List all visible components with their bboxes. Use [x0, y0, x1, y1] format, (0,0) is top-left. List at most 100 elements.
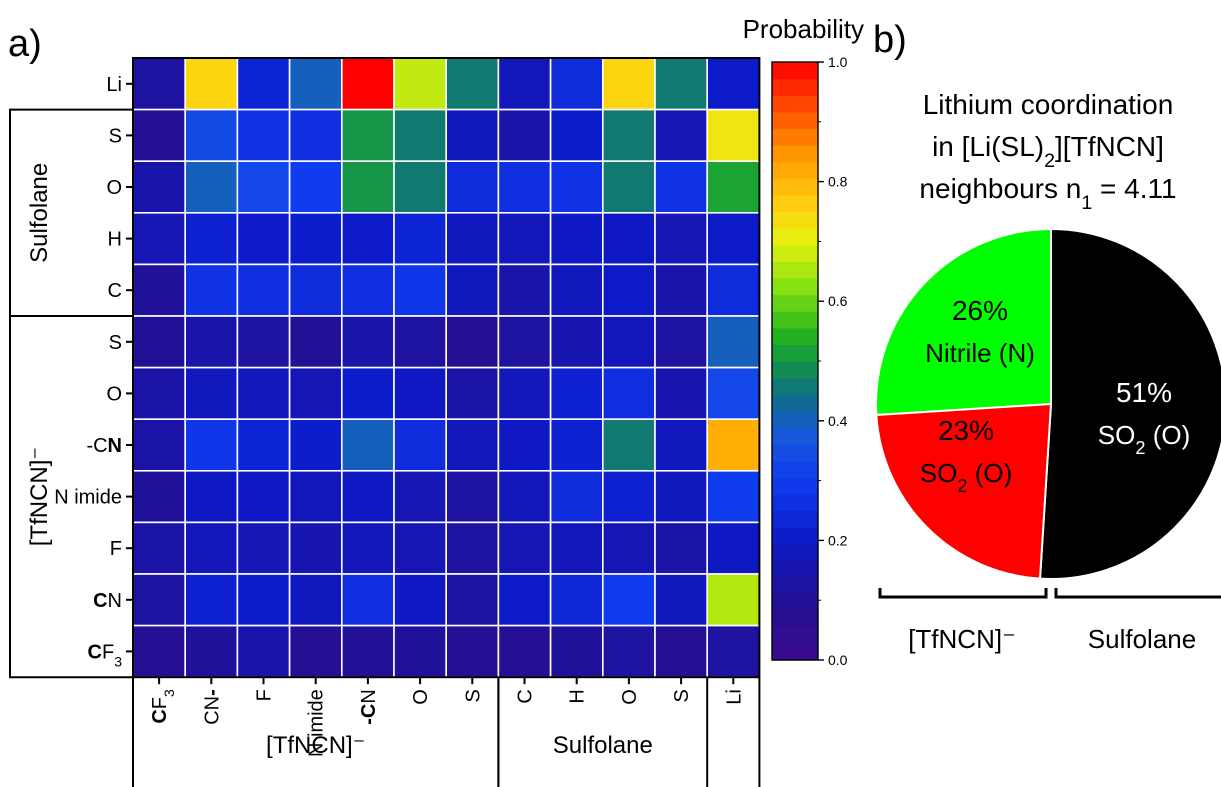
- heatmap-cell: [549, 521, 604, 575]
- heatmap-cell: [184, 624, 239, 678]
- heatmap-cell: [340, 263, 395, 317]
- heatmap-cell: [393, 108, 448, 162]
- heatmap-cell: [184, 521, 239, 575]
- colorbar-segment: [772, 111, 818, 130]
- pie-slice-label: SO2 (O): [920, 458, 1012, 496]
- heatmap-cell: [393, 573, 448, 627]
- heatmap-cell: [549, 315, 604, 369]
- heatmap-cell: [549, 263, 604, 317]
- colorbar-segment: [772, 62, 818, 80]
- colorbar-tick-label: 1.0: [828, 54, 848, 70]
- colorbar-tick-label: 0.6: [828, 293, 848, 309]
- heatmap-cell: [393, 521, 448, 575]
- heatmap-cell: [236, 57, 291, 111]
- colorbar-segment: [772, 394, 818, 412]
- heatmap-cell: [288, 469, 343, 524]
- column-group-label: Sulfolane: [553, 732, 653, 759]
- heatmap-cell: [184, 160, 239, 214]
- heatmap-cell: [236, 212, 291, 266]
- heatmap-cell: [393, 418, 448, 472]
- heatmap-cell: [393, 469, 448, 524]
- column-tick-label: C: [515, 689, 537, 703]
- colorbar-segment: [772, 510, 818, 528]
- heatmap-cell: [236, 469, 291, 524]
- heatmap-frame: [132, 57, 761, 679]
- column-group-label: [TfNCN]⁻: [266, 732, 365, 759]
- heatmap-cell: [601, 57, 656, 111]
- heatmap-cell: [288, 573, 343, 627]
- heatmap-cell: [184, 573, 239, 627]
- heatmap-cell: [654, 366, 709, 421]
- heatmap-cell: [601, 108, 656, 162]
- colorbar-segment: [772, 161, 818, 179]
- pie-title-line: in [Li(SL)2][TfNCN]: [932, 131, 1164, 172]
- heatmap-cell: [549, 212, 604, 266]
- heatmap-cell: [706, 521, 761, 575]
- colorbar-segment: [772, 261, 818, 279]
- heatmap-cell: [340, 108, 395, 162]
- heatmap-cell: [549, 469, 604, 524]
- colorbar: 0.0 0.2 0.4 0.6 0.8 1.0 Probability: [743, 14, 864, 668]
- heatmap-cell: [601, 315, 656, 369]
- heatmap-cell: [654, 573, 709, 627]
- colorbar-tick-label: 0.4: [828, 413, 848, 429]
- heatmap-cell: [132, 624, 187, 678]
- colorbar-segment: [772, 477, 818, 495]
- heatmap-cell: [445, 212, 500, 266]
- heatmap-cell: [393, 212, 448, 266]
- colorbar-segment: [772, 560, 818, 578]
- column-tick-label: O: [410, 689, 432, 705]
- heatmap-cell: [184, 315, 239, 369]
- heatmap-cell: [393, 624, 448, 678]
- heatmap-cell: [288, 212, 343, 266]
- heatmap-cell: [393, 57, 448, 111]
- heatmap-cell: [706, 212, 761, 266]
- heatmap-cell: [445, 418, 500, 472]
- heatmap-cell: [340, 521, 395, 575]
- row-tick-label: Li: [106, 74, 122, 96]
- heatmap-cell: [445, 263, 500, 317]
- colorbar-segment: [772, 643, 818, 661]
- heatmap-cell: [549, 418, 604, 472]
- heatmap-cell: [340, 366, 395, 421]
- colorbar-segment: [772, 128, 818, 146]
- heatmap-cell: [497, 108, 552, 162]
- colorbar-segment: [772, 460, 818, 478]
- heatmap-cell: [654, 469, 709, 524]
- pie-slice-percent: 51%: [1116, 377, 1172, 408]
- pie-title-line: Lithium coordination: [923, 89, 1174, 120]
- row-tick-label: N imide: [54, 487, 122, 509]
- heatmap-cell: [654, 315, 709, 369]
- heatmap-cell: [393, 263, 448, 317]
- heatmap-cell: [654, 108, 709, 162]
- column-tick-label: O: [619, 689, 641, 705]
- heatmap-cell: [445, 315, 500, 369]
- heatmap-cell: [236, 418, 291, 472]
- heatmap-cell: [288, 521, 343, 575]
- colorbar-segment: [772, 145, 818, 163]
- heatmap-cell: [132, 418, 187, 472]
- heatmap-cell: [497, 57, 552, 111]
- heatmap-cell: [445, 160, 500, 214]
- heatmap-cell: [132, 57, 187, 111]
- pie-slice: [875, 227, 1052, 417]
- heatmap-cell: [340, 418, 395, 472]
- row-group-label: [TfNCN]⁻: [26, 447, 53, 546]
- colorbar-segment: [772, 78, 818, 96]
- heatmap-cell: [340, 160, 395, 214]
- heatmap-cell: [549, 573, 604, 627]
- heatmap-cell: [288, 366, 343, 421]
- heatmap-cell: [288, 624, 343, 678]
- colorbar-tick-label: 0.2: [828, 532, 848, 548]
- heatmap-cell: [601, 469, 656, 524]
- heatmap-cell: [236, 315, 291, 369]
- heatmap-cell: [601, 624, 656, 678]
- heatmap-cell: [497, 521, 552, 575]
- heatmap-cell: [445, 108, 500, 162]
- heatmap-cell: [654, 160, 709, 214]
- heatmap-cell: [184, 108, 239, 162]
- heatmap-cell: [549, 624, 604, 678]
- heatmap-cell: [497, 315, 552, 369]
- heatmap-cell: [706, 573, 761, 627]
- colorbar-tick-label: 0.0: [828, 652, 848, 668]
